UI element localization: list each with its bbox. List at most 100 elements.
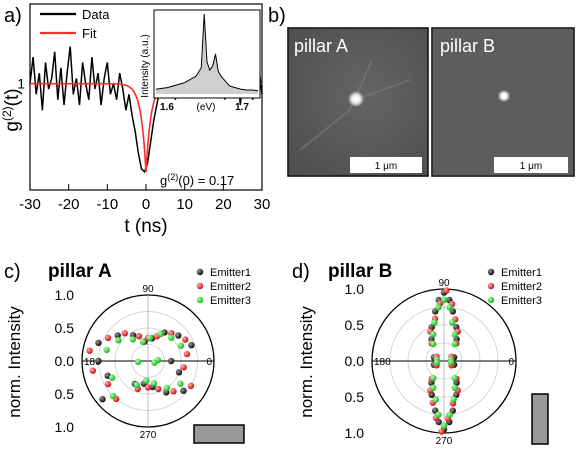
data-point-emitter3 — [433, 359, 441, 366]
x-tick-label: -10 — [96, 196, 118, 213]
panel-label-b: b) — [268, 5, 286, 27]
panel-c-title: pillar A — [48, 261, 112, 282]
emitter-spot-a — [348, 91, 364, 107]
data-point-emitter2 — [187, 382, 195, 389]
x-tick-label: 0 — [142, 196, 150, 213]
legend-marker-emitter2 — [487, 282, 495, 290]
angle-label-90: 90 — [142, 284, 154, 295]
legend-label-emitter3: Emitter3 — [210, 295, 251, 307]
data-point-emitter2 — [89, 367, 97, 374]
panel-a-annotation: g(2)(0) = 0.17 — [160, 172, 234, 188]
data-point-emitter3 — [435, 304, 442, 311]
data-point-emitter3 — [432, 396, 439, 403]
data-point-emitter3 — [440, 422, 448, 429]
data-point-emitter1 — [95, 357, 102, 365]
radial-tick-label: 0.0 — [55, 353, 75, 369]
legend-label-emitter1: Emitter1 — [210, 267, 251, 279]
data-point-emitter1 — [180, 387, 187, 394]
panel-a-ylabel: g(2)(t) — [0, 88, 23, 131]
legend-label-fit: Fit — [82, 26, 97, 41]
panel-a-ticks: -30 -20 -10 0 10 20 30 1 — [17, 76, 270, 213]
angle-label-180: 180 — [374, 357, 391, 368]
emitter-spot-b — [498, 90, 510, 102]
inset-ylabel: Intensity (a.u.) — [140, 34, 151, 97]
radial-tick-label: 0.0 — [345, 353, 365, 369]
panel-label-c: c) — [4, 261, 21, 283]
data-point-emitter2 — [121, 330, 128, 337]
scale-bar-b — [494, 157, 568, 173]
data-point-emitter2 — [104, 334, 112, 342]
inset-spectrum-line — [155, 13, 259, 92]
data-point-emitter2 — [182, 336, 189, 343]
data-point-emitter3 — [146, 334, 154, 342]
scale-bar-a — [350, 157, 422, 173]
data-point-emitter3 — [430, 331, 437, 338]
data-point-emitter3 — [168, 334, 175, 341]
scale-label-b: 1 μm — [520, 161, 542, 172]
image-label-pillar-b: pillar B — [440, 36, 495, 56]
legend-label-data: Data — [82, 7, 110, 22]
panel-c-orientation-bar — [193, 424, 245, 444]
data-point-emitter3 — [139, 338, 147, 346]
legend-label-emitter1: Emitter1 — [501, 267, 542, 279]
legend-marker-emitter3 — [487, 296, 495, 304]
legend-label-emitter2: Emitter2 — [501, 281, 542, 293]
legend-marker-emitter1 — [487, 268, 495, 276]
panel-label-a: a) — [4, 5, 22, 27]
data-point-emitter3 — [133, 381, 140, 389]
data-point-emitter2 — [104, 380, 112, 388]
data-point-emitter3 — [108, 374, 116, 381]
data-point-emitter3 — [451, 384, 458, 391]
data-point-emitter3 — [446, 304, 453, 311]
data-point-emitter2 — [86, 347, 93, 354]
inset-xtick-1.6: 1.6 — [160, 102, 174, 113]
panel-d: d) pillar B norm. Intensity 90 180 0 270 1.0… — [292, 261, 549, 447]
data-point-emitter1 — [114, 332, 121, 339]
panel-a: a) -30 -20 -10 0 10 20 30 1 g(2)(t) t (ns) Data… — [0, 3, 270, 237]
angle-label-0: 0 — [508, 357, 514, 368]
radial-tick-label: 1.0 — [55, 419, 75, 435]
x-tick-label: -30 — [19, 196, 41, 213]
data-point-emitter3 — [451, 374, 458, 382]
data-point-emitter3 — [115, 337, 122, 344]
data-point-emitter3 — [430, 374, 437, 382]
sem-image-pillar-a: pillar A 1 μm — [287, 27, 429, 177]
x-tick-label: 10 — [176, 196, 193, 213]
panel-d-polar: 90 180 0 270 1.0 0.5 0.0 0.5 1.0 Emitter1 Emitter2… — [345, 267, 542, 447]
panel-c-ylabel: norm. Intensity — [5, 306, 24, 418]
legend-label-emitter2: Emitter2 — [210, 281, 251, 293]
panel-a-legend: Data Fit — [40, 7, 110, 41]
inset-xtick-1.7: 1.7 — [235, 102, 249, 113]
data-point-emitter3 — [451, 331, 458, 338]
legend-marker-emitter2 — [196, 282, 204, 290]
data-point-emitter1 — [188, 342, 195, 349]
data-point-emitter3 — [446, 411, 453, 418]
data-point-emitter3 — [134, 358, 142, 366]
data-point-emitter2 — [168, 330, 175, 337]
data-point-emitter3 — [440, 296, 448, 303]
panel-c-polar: 90 180 0 270 1.0 0.5 0.0 0.5 1.0 Emitter1 Emitter2… — [55, 267, 251, 441]
panel-d-title: pillar B — [328, 261, 392, 282]
data-point-emitter3 — [430, 340, 437, 348]
image-label-pillar-a: pillar A — [294, 36, 348, 56]
y-tick-label: 1 — [17, 76, 25, 92]
data-point-emitter1 — [95, 339, 102, 347]
sem-image-pillar-b: pillar B 1 μm — [431, 27, 575, 177]
data-point-emitter2 — [144, 384, 152, 391]
panel-b: b) pillar A 1 μm pillar B 1 μm — [268, 5, 575, 177]
angle-label-270: 270 — [436, 436, 453, 447]
legend-label-emitter3: Emitter3 — [501, 295, 542, 307]
data-point-emitter3 — [157, 330, 164, 338]
inset-spectrum — [155, 13, 259, 94]
data-point-emitter2 — [443, 287, 450, 294]
data-point-emitter3 — [430, 384, 437, 391]
angle-label-90: 90 — [438, 278, 450, 289]
data-point-emitter1 — [175, 369, 183, 376]
data-point-emitter3 — [447, 359, 455, 366]
data-point-emitter1 — [167, 357, 175, 365]
data-point-emitter2 — [135, 333, 143, 340]
data-point-emitter3 — [109, 392, 117, 400]
panel-c: c) pillar A norm. Intensity 90 180 0 270 1.0… — [4, 261, 251, 444]
data-point-emitter3 — [103, 346, 110, 354]
